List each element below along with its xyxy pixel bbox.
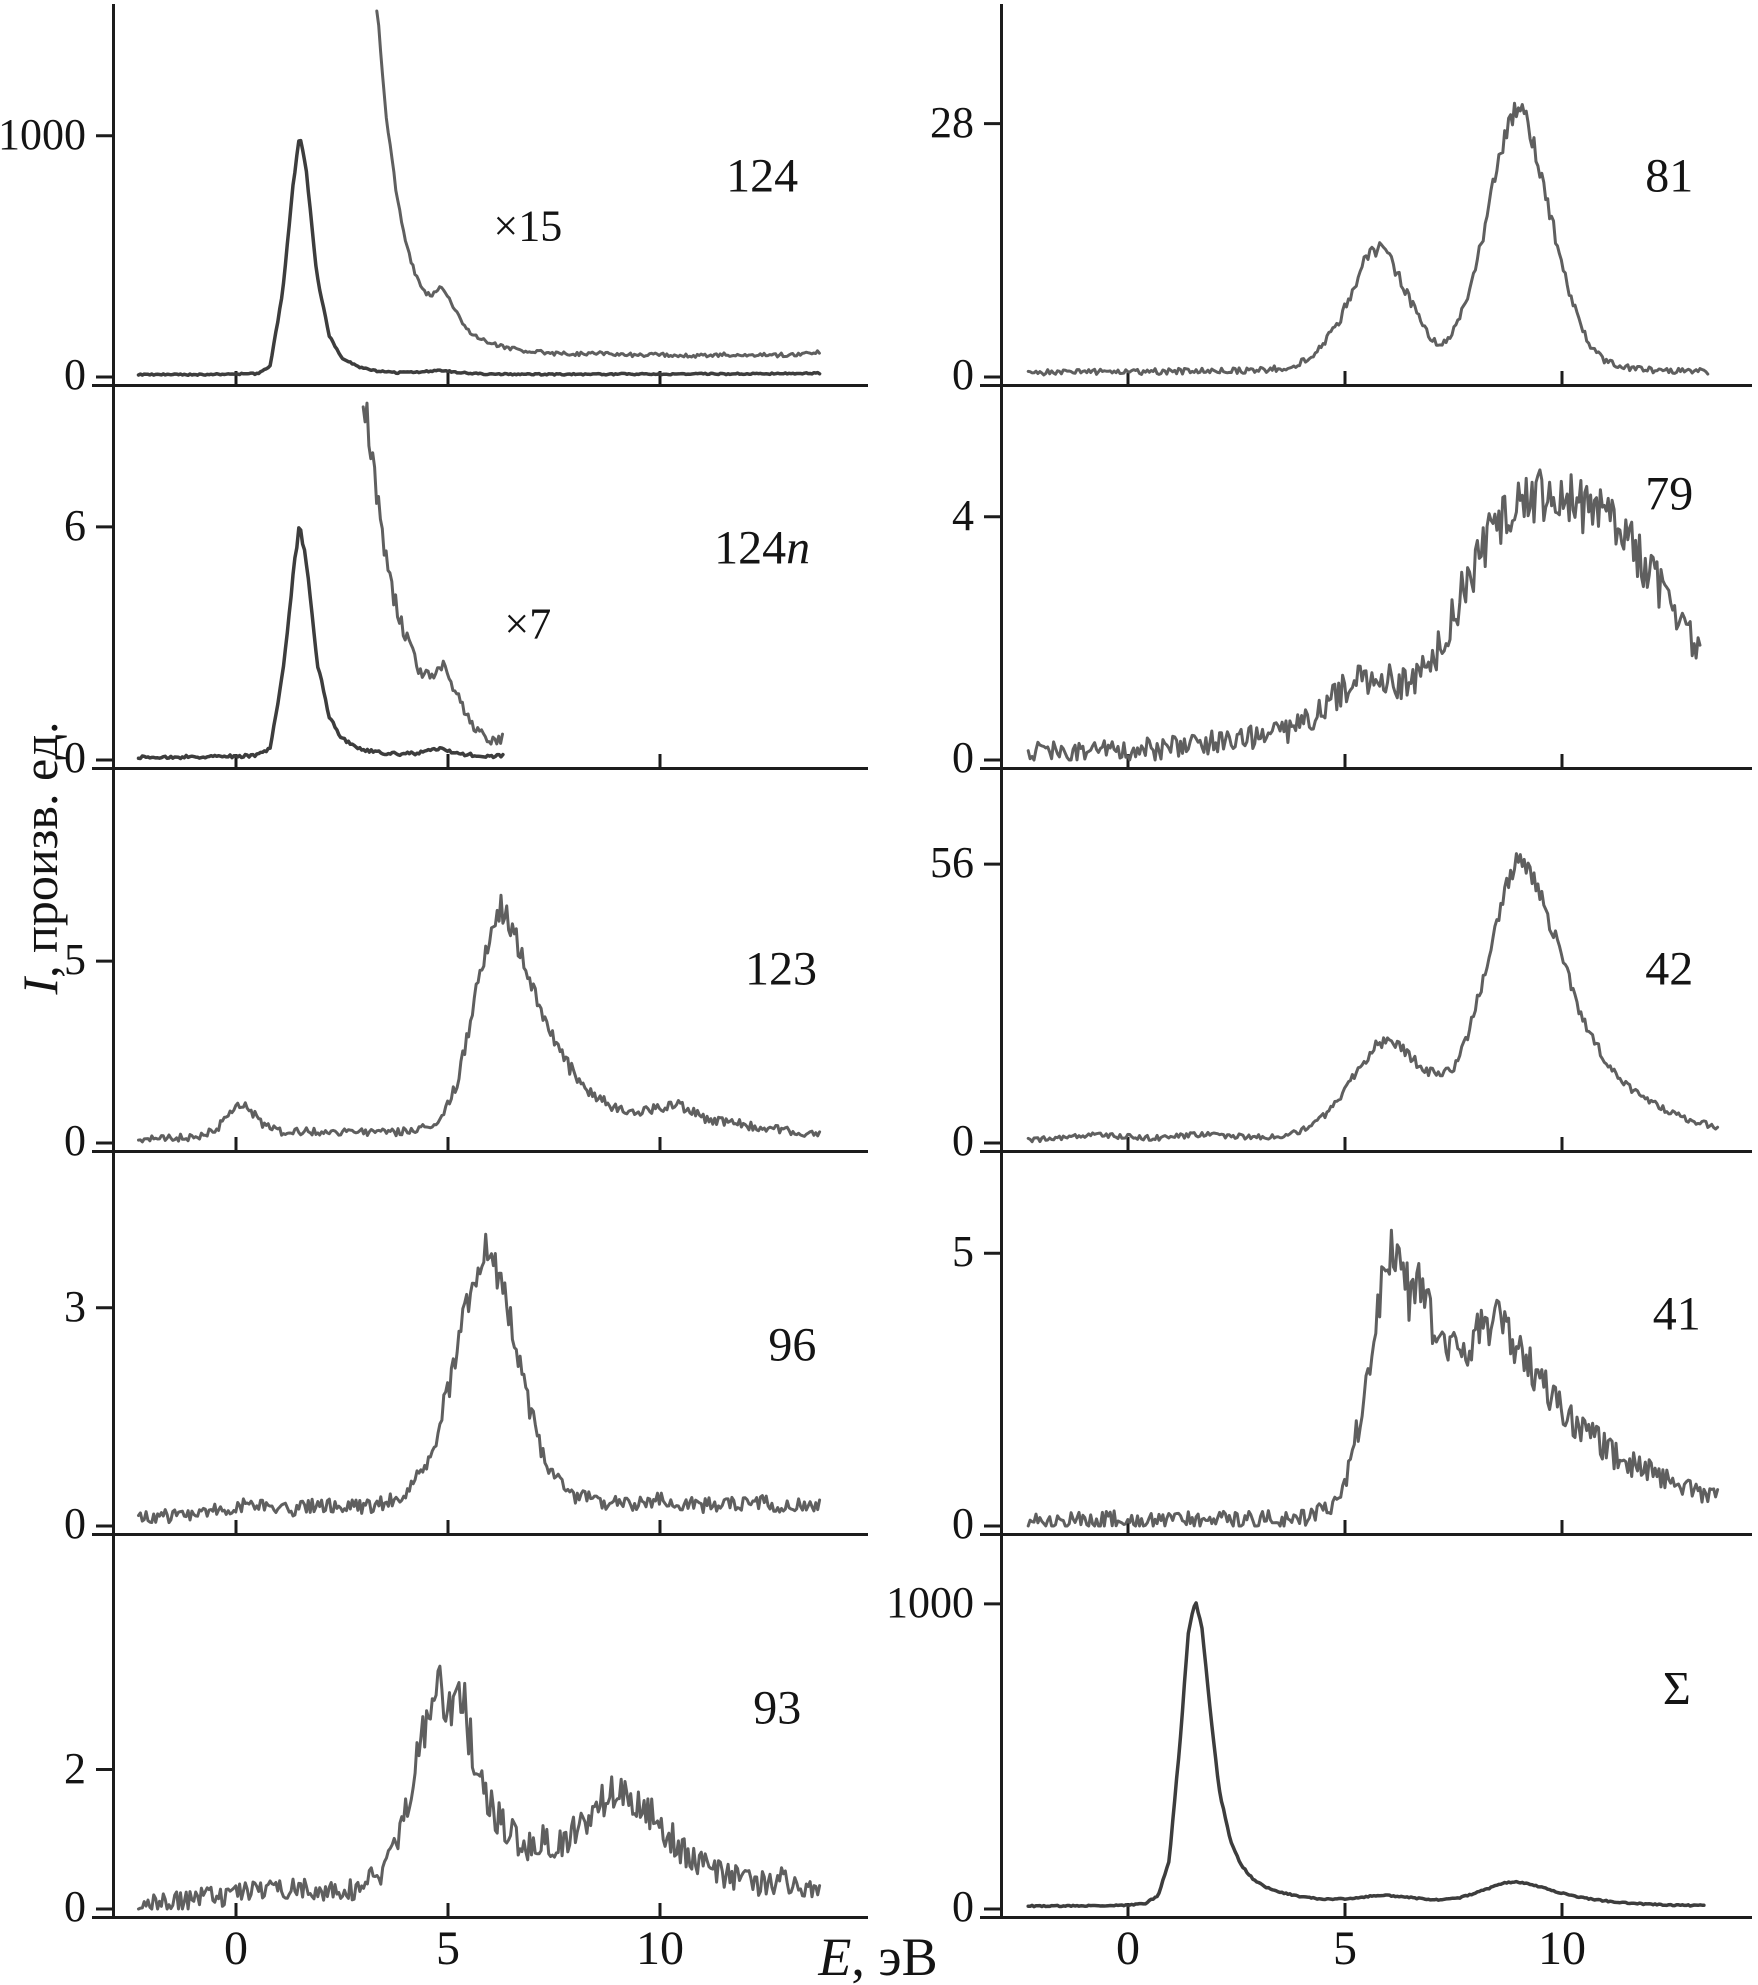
spectrum-curve-79-main [1026, 468, 1702, 762]
panel-81 [980, 4, 1752, 387]
panel-label-41: 41 [1652, 1287, 1701, 1341]
panel-96 [92, 1153, 868, 1536]
spectrum-curve-81-main [1026, 101, 1710, 377]
spectrum-curve-124-x15 [375, 9, 821, 359]
y-zero-label-79: 0 [952, 733, 974, 782]
y-tick-label-sum: 1000 [886, 1577, 974, 1627]
x-axis-title: E, эВ [818, 1927, 938, 1985]
panel-label-81: 81 [1645, 149, 1694, 203]
x-tick-label-right-10: 10 [1538, 1922, 1586, 1975]
y-tick-label-124n: 6 [64, 500, 86, 550]
spectrum-curve-124-main [136, 138, 822, 378]
spectrum-curve-124n-main [136, 526, 505, 761]
y-axis-title: I, произв. ед. [12, 721, 68, 995]
y-tick-label-124: 1000 [0, 109, 86, 159]
y-zero-label-sum: 0 [952, 1882, 974, 1931]
spectrum-curve-93-main [137, 1664, 822, 1911]
spectrum-curve-41-main [1026, 1228, 1720, 1528]
spectrum-curve-123-main [137, 893, 822, 1144]
panel-sum [980, 1536, 1752, 1919]
y-zero-label-123: 0 [64, 1116, 86, 1165]
spectrum-curve-42-main [1026, 852, 1720, 1144]
y-tick-label-41: 5 [952, 1227, 974, 1277]
mult-label-124n: ×7 [504, 599, 552, 649]
panel-79 [980, 387, 1752, 770]
x-tick-label-left-10: 10 [636, 1922, 684, 1975]
panel-42 [980, 770, 1752, 1153]
y-tick-label-96: 3 [64, 1281, 86, 1331]
spectrum-curve-sum-main [1026, 1601, 1706, 1909]
panel-label-124: 124 [726, 149, 799, 203]
spectrum-curve-96-main [137, 1232, 822, 1525]
x-tick-label-right-5: 5 [1333, 1922, 1357, 1975]
y-zero-label-81: 0 [952, 350, 974, 399]
panel-label-42: 42 [1645, 942, 1694, 996]
y-zero-label-41: 0 [952, 1499, 974, 1548]
y-tick-label-79: 4 [952, 490, 974, 540]
y-tick-label-123: 5 [64, 935, 86, 985]
y-zero-label-124: 0 [64, 350, 86, 399]
y-tick-label-42: 56 [930, 838, 974, 888]
panel-124n [92, 387, 868, 770]
y-tick-label-93: 2 [64, 1743, 86, 1793]
panel-label-124n: 124n [714, 521, 811, 575]
x-tick-label-left-5: 5 [436, 1922, 460, 1975]
panel-label-sum: Σ [1662, 1662, 1691, 1716]
panel-label-79: 79 [1645, 467, 1694, 521]
panel-93 [92, 1536, 868, 1919]
panel-label-93: 93 [753, 1681, 802, 1735]
x-tick-label-left-0: 0 [224, 1922, 248, 1975]
spectrum-curve-124n-x7 [361, 401, 504, 746]
panel-label-123: 123 [745, 942, 818, 996]
y-zero-label-124n: 0 [64, 733, 86, 782]
y-zero-label-42: 0 [952, 1116, 974, 1165]
panel-124 [92, 4, 868, 387]
y-zero-label-96: 0 [64, 1499, 86, 1548]
mult-label-124: ×15 [493, 201, 563, 251]
y-tick-label-81: 28 [930, 97, 974, 147]
panel-123 [92, 770, 868, 1153]
x-tick-label-right-0: 0 [1116, 1922, 1140, 1975]
panel-label-96: 96 [768, 1318, 817, 1371]
y-zero-label-93: 0 [64, 1882, 86, 1931]
panel-41 [980, 1153, 1752, 1536]
